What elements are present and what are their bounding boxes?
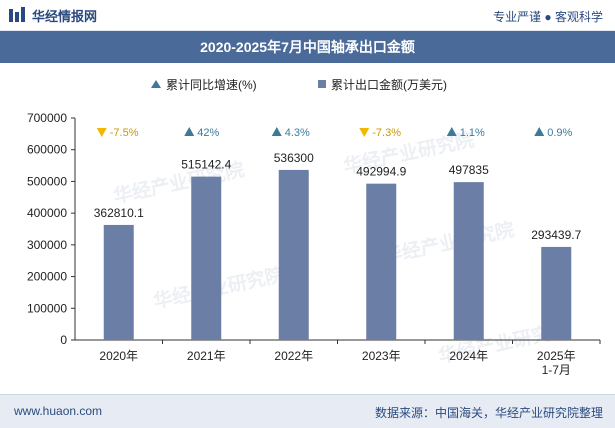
- bar: [366, 183, 397, 340]
- y-tick-label: 500000: [27, 174, 67, 188]
- growth-value-label: -7.5%: [110, 127, 139, 139]
- tagline: 专业严谨 ● 客观科学: [493, 10, 603, 24]
- bar: [191, 176, 222, 340]
- brand: 华经情报网: [8, 6, 97, 24]
- x-tick-label: 2021年: [187, 349, 226, 363]
- x-tick-label: 2024年: [449, 349, 488, 363]
- growth-value-label: 42%: [197, 127, 219, 139]
- watermark-text: 华经产业研究院: [381, 218, 516, 268]
- x-tick-label: 1-7月: [542, 363, 571, 377]
- footer-website: www.huaon.com: [14, 404, 103, 418]
- growth-up-marker-icon: [184, 127, 195, 136]
- growth-down-marker-icon: [96, 128, 107, 137]
- x-tick-label: 2020年: [99, 349, 138, 363]
- bar: [541, 246, 572, 340]
- bar-value-label: 536300: [274, 151, 314, 165]
- y-tick-label: 200000: [27, 270, 67, 284]
- x-tick-label: 2023年: [362, 349, 401, 363]
- growth-up-marker-icon: [534, 127, 545, 136]
- x-tick-label: 2022年: [274, 349, 313, 363]
- growth-down-marker-icon: [359, 128, 370, 137]
- bar-value-label: 515142.4: [181, 158, 231, 172]
- brand-logo-icon: [9, 7, 25, 22]
- footer-source: 数据来源：中国海关，华经产业研究院整理: [374, 406, 603, 420]
- top-bar: 华经情报网 专业严谨 ● 客观科学: [0, 0, 615, 31]
- y-tick-label: 100000: [27, 301, 67, 315]
- legend-growth-label: 累计同比增速(%): [166, 78, 257, 92]
- legend-amount-label: 累计出口金额(万美元): [331, 77, 447, 92]
- growth-value-label: 1.1%: [460, 127, 485, 139]
- brand-name: 华经情报网: [32, 8, 98, 24]
- growth-value-label: 0.9%: [547, 127, 572, 139]
- chart-title: 2020-2025年7月中国轴承出口金额: [200, 39, 415, 55]
- y-tick-label: 0: [60, 333, 67, 347]
- y-tick-label: 600000: [27, 143, 67, 157]
- legend-amount-marker: [318, 80, 326, 88]
- bar-value-label: 362810.1: [94, 206, 144, 220]
- legend-growth-marker-icon: [151, 80, 161, 88]
- footer: www.huaon.com 数据来源：中国海关，华经产业研究院整理: [0, 394, 615, 428]
- growth-up-marker-icon: [446, 127, 457, 136]
- bar-value-label: 293439.7: [531, 228, 581, 242]
- bar-value-label: 497835: [449, 163, 489, 177]
- y-tick-label: 700000: [27, 111, 67, 125]
- chart: 华经产业研究院华经产业研究院华经产业研究院华经产业研究院华经产业研究院01000…: [27, 77, 601, 377]
- y-tick-label: 300000: [27, 238, 67, 252]
- bar-value-label: 492994.9: [356, 165, 406, 179]
- y-tick-label: 400000: [27, 206, 67, 220]
- growth-value-label: -7.3%: [372, 127, 401, 139]
- growth-up-marker-icon: [271, 127, 282, 136]
- bar: [453, 182, 484, 340]
- growth-value-label: 4.3%: [285, 127, 310, 139]
- bar: [278, 169, 309, 340]
- title-bar: 2020-2025年7月中国轴承出口金额: [0, 31, 615, 63]
- x-tick-label: 2025年: [537, 349, 576, 363]
- bar: [103, 224, 134, 340]
